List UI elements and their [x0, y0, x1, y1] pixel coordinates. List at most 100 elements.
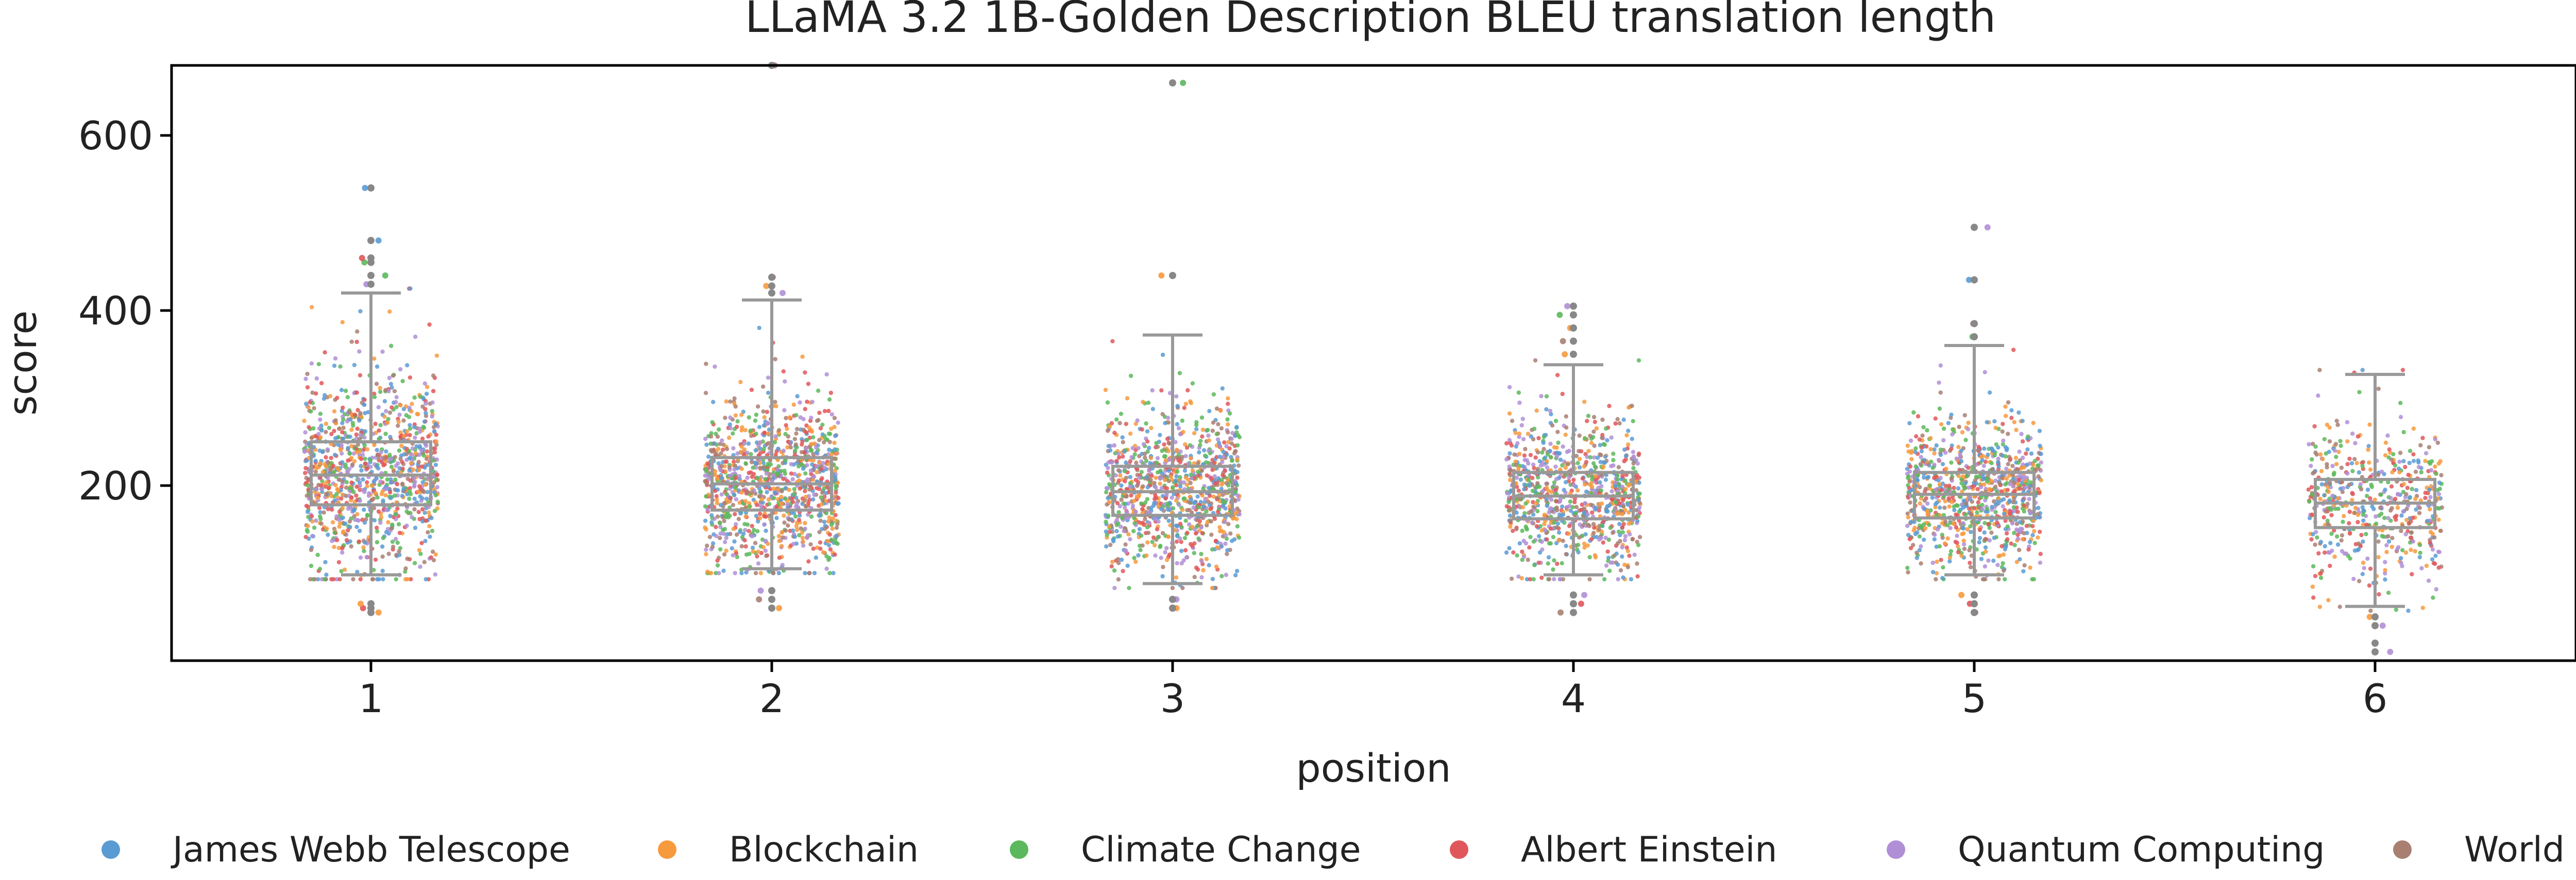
strip-point	[1201, 568, 1206, 573]
strip-point	[704, 494, 708, 499]
strip-point	[819, 502, 824, 507]
strip-point	[704, 467, 708, 472]
strip-point	[1560, 391, 1565, 396]
strip-point	[315, 553, 320, 557]
strip-point	[309, 514, 314, 519]
strip-point	[347, 525, 352, 529]
strip-point	[1212, 516, 1217, 521]
strip-point	[1941, 438, 1946, 443]
strip-point	[1504, 504, 1509, 509]
strip-point	[1176, 426, 1181, 430]
strip-point	[1148, 478, 1153, 482]
strip-point	[818, 540, 823, 545]
strip-point	[380, 489, 385, 494]
strip-point	[2027, 497, 2031, 502]
strip-point	[1905, 565, 1910, 571]
strip-point	[772, 491, 777, 495]
strip-point	[1113, 451, 1117, 456]
strip-point	[794, 431, 799, 436]
strip-point	[1637, 475, 1641, 480]
strip-point	[1604, 426, 1608, 431]
strip-point	[1624, 433, 1629, 438]
strip-point	[1233, 449, 1238, 454]
strip-point	[358, 528, 362, 533]
strip-point	[413, 435, 417, 440]
strip-point	[324, 480, 329, 485]
strip-point	[1171, 485, 1175, 490]
strip-point	[1567, 531, 1571, 536]
strip-point	[1611, 530, 1615, 535]
strip-point	[1116, 452, 1121, 456]
strip-point	[794, 413, 799, 418]
strip-point	[375, 237, 382, 244]
strip-point	[746, 441, 751, 446]
strip-point	[1199, 469, 1204, 473]
strip-point	[423, 577, 428, 582]
strip-point	[1136, 553, 1141, 558]
strip-point	[815, 545, 820, 550]
strip-point	[426, 462, 430, 467]
strip-point	[772, 440, 777, 445]
strip-point	[1957, 509, 1962, 514]
strip-point	[779, 501, 784, 506]
strip-point	[1637, 451, 1641, 456]
strip-point	[758, 489, 763, 494]
strip-point	[346, 445, 350, 451]
strip-point	[783, 528, 788, 533]
strip-point	[727, 422, 733, 427]
strip-point	[786, 523, 790, 528]
strip-point	[303, 376, 308, 381]
strip-point	[799, 462, 804, 467]
strip-point	[1183, 402, 1189, 406]
strip-point	[1622, 447, 1627, 452]
strip-point	[1225, 548, 1230, 553]
strip-point	[803, 407, 808, 411]
strip-point	[1199, 551, 1204, 557]
strip-point	[319, 521, 324, 526]
strip-point	[757, 588, 764, 594]
strip-point	[1119, 497, 1124, 502]
strip-point	[356, 477, 361, 481]
strip-point	[737, 474, 742, 478]
strip-point	[1553, 464, 1558, 469]
strip-point	[1136, 446, 1141, 451]
strip-point	[728, 496, 733, 501]
strip-point	[394, 395, 399, 400]
strip-point	[380, 349, 385, 354]
strip-point	[393, 537, 398, 542]
strip-point	[1616, 529, 1621, 534]
strip-point	[1636, 358, 1641, 363]
strip-point	[722, 464, 727, 469]
strip-point	[1190, 381, 1195, 386]
strip-point	[801, 427, 806, 432]
strip-point	[1213, 481, 1218, 486]
strip-point	[1103, 388, 1108, 392]
strip-point	[1135, 418, 1140, 423]
strip-point	[347, 451, 352, 456]
strip-point	[361, 545, 366, 550]
strip-point	[1179, 540, 1183, 544]
strip-point	[1977, 527, 1982, 532]
strip-point	[1232, 537, 1237, 542]
strip-point	[420, 519, 425, 524]
strip-point	[413, 525, 418, 530]
strip-point	[416, 460, 421, 464]
strip-point	[1992, 536, 1996, 540]
strip-point	[783, 379, 787, 384]
strip-point	[2030, 577, 2035, 582]
strip-point	[2028, 565, 2032, 570]
strip-point	[346, 528, 350, 533]
strip-point	[1621, 522, 1626, 526]
strip-point	[340, 421, 345, 425]
strip-point	[1522, 482, 1527, 487]
strip-point	[340, 320, 345, 324]
strip-point	[1106, 513, 1111, 518]
strip-point	[1987, 390, 1992, 395]
strip-point	[1159, 556, 1163, 560]
strip-point	[731, 526, 736, 531]
strip-point	[2029, 451, 2034, 456]
strip-point	[2018, 520, 2022, 525]
strip-point	[305, 385, 310, 390]
strip-point	[334, 492, 339, 496]
strip-point	[1568, 499, 1573, 504]
